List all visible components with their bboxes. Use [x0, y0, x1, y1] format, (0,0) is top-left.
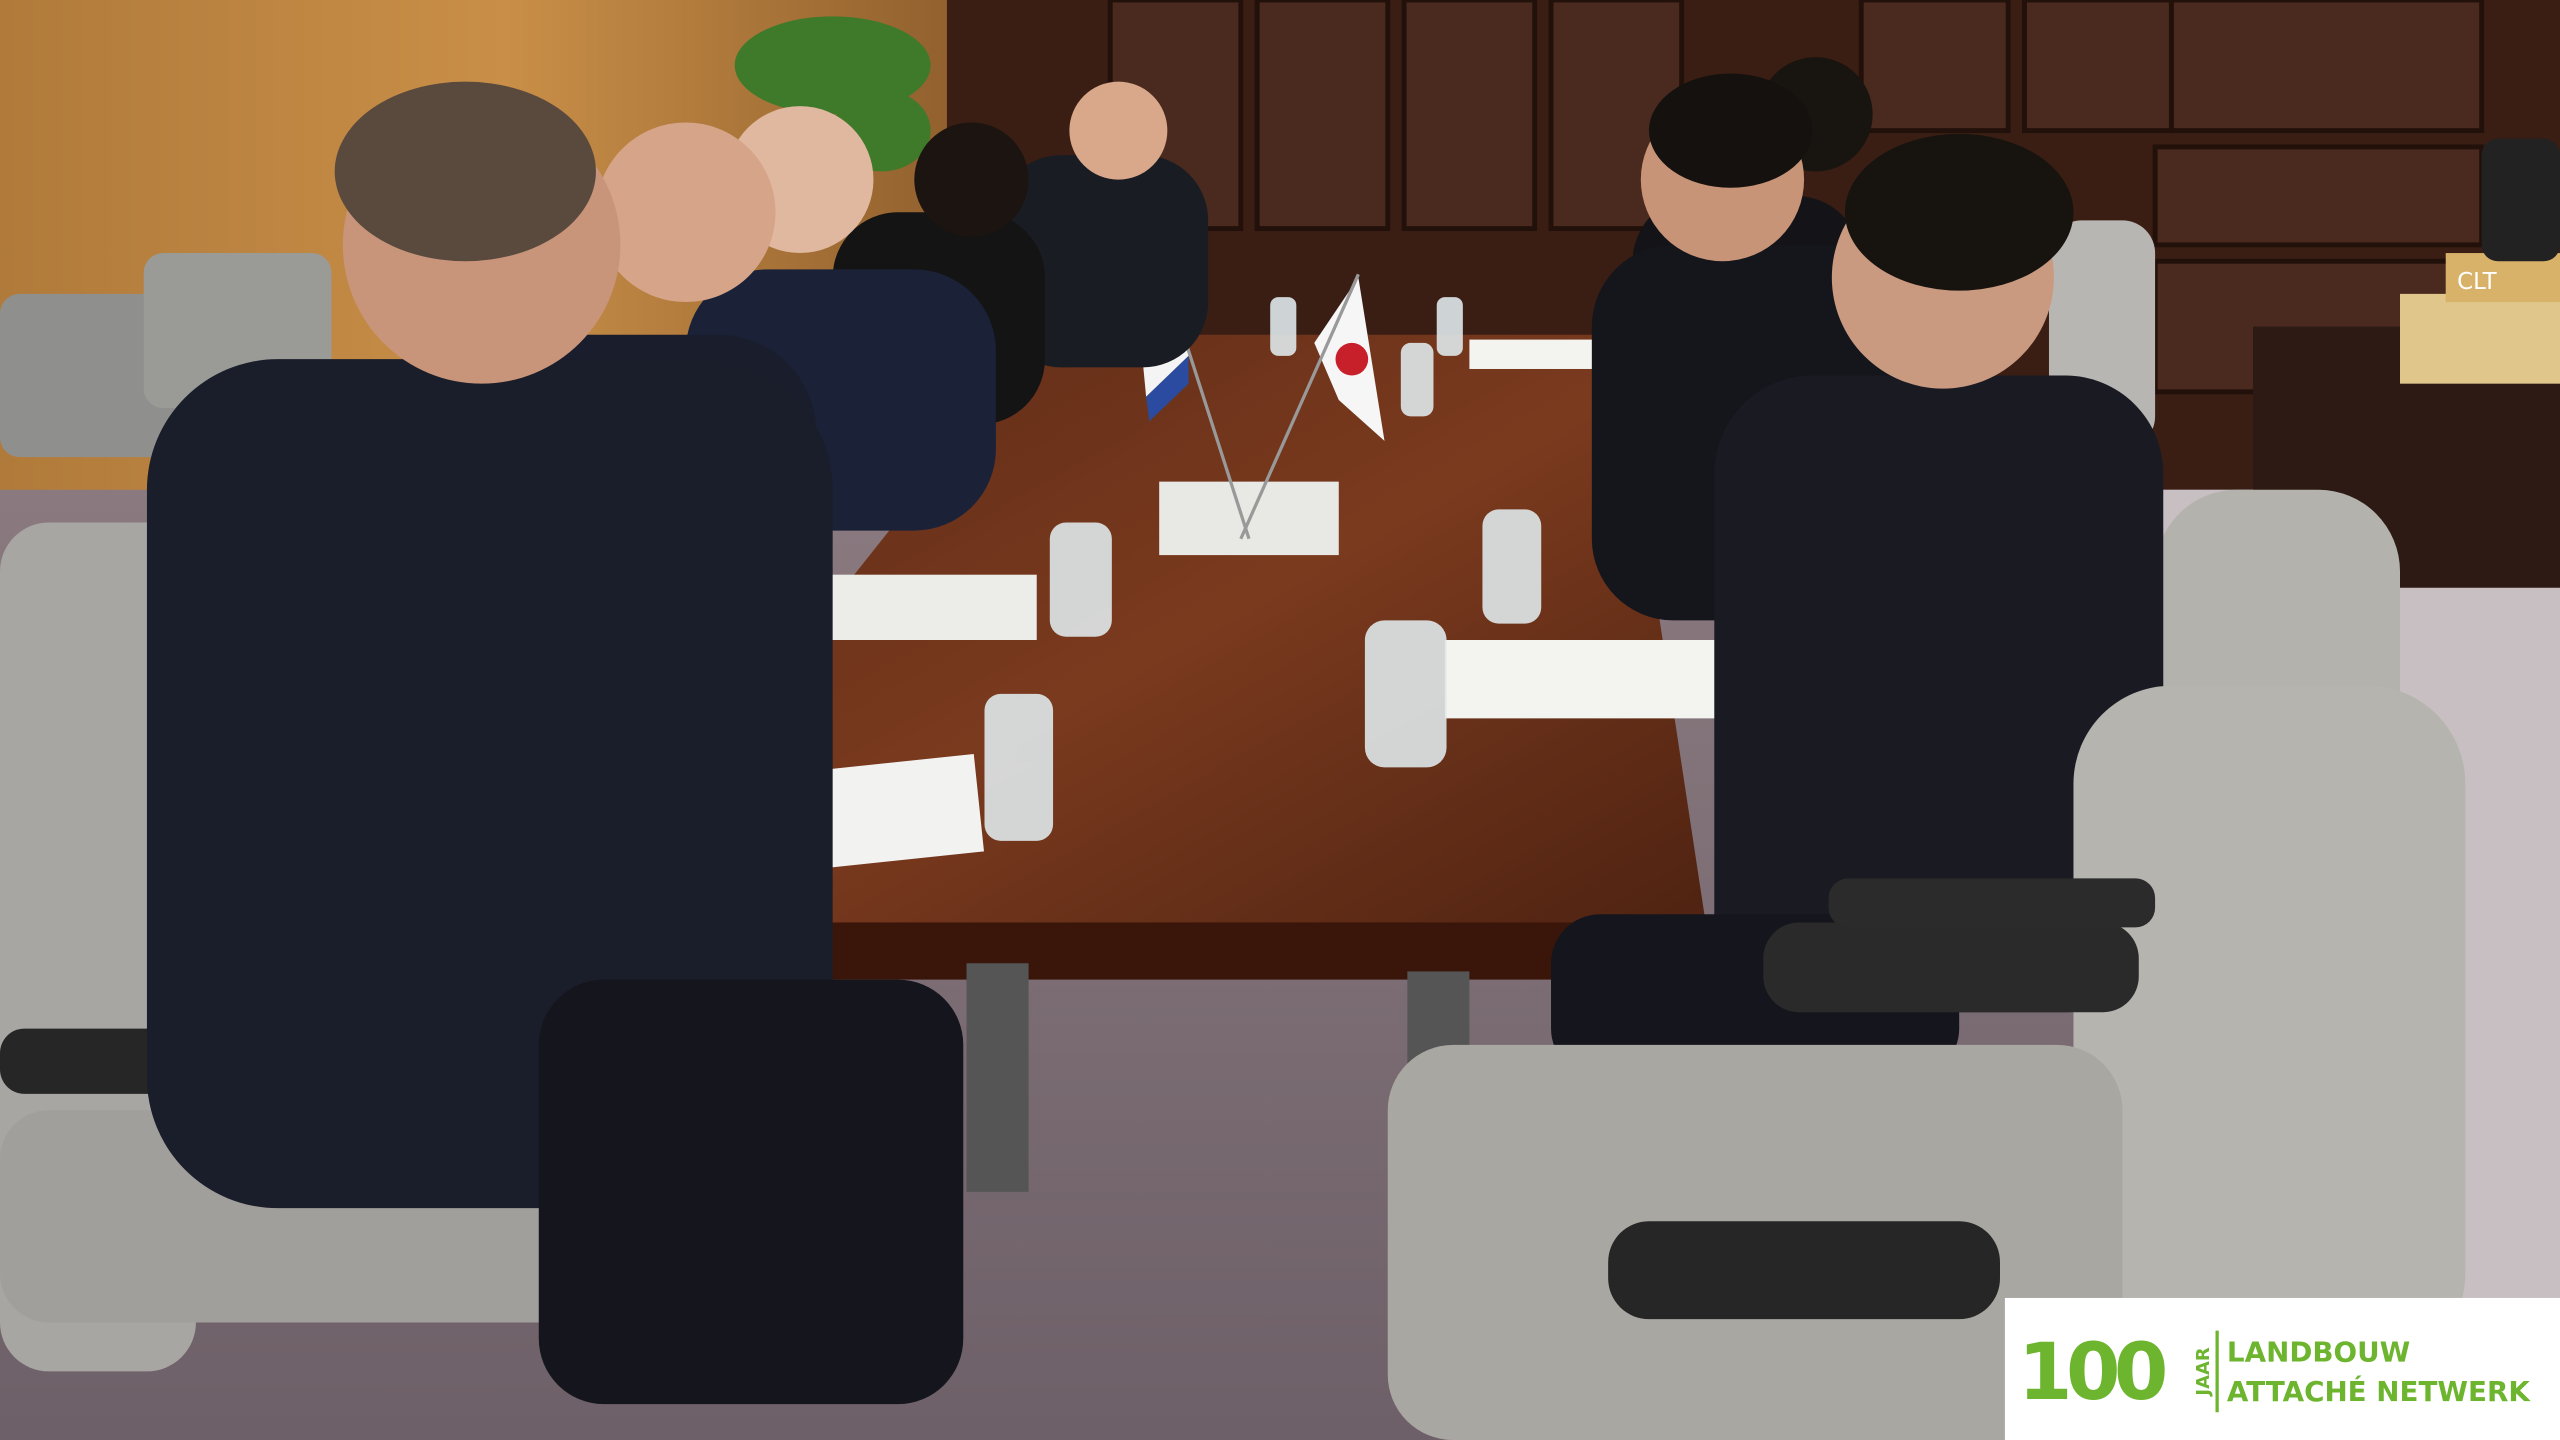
person-body: [1714, 375, 2164, 1013]
box-sign: CLT: [2457, 269, 2498, 295]
logo-line2: ATTACHÉ NETWERK: [2227, 1374, 2531, 1408]
cabinet-door: [2022, 0, 2174, 134]
chair-arm: [1763, 922, 2139, 1013]
person-hair: [1844, 133, 2074, 291]
flag-sun: [1335, 342, 1369, 376]
bottle: [1049, 522, 1112, 637]
person-legs: [538, 979, 964, 1405]
people-right: [1551, 57, 2164, 1078]
person-front-left: [146, 81, 964, 1405]
bottle: [1270, 297, 1297, 356]
chair-arm: [1608, 1221, 2000, 1320]
bottles: [984, 297, 1542, 841]
chair-back: [2481, 138, 2560, 262]
bottle: [1482, 509, 1542, 624]
logo-box: [2004, 1297, 2560, 1440]
bottle: [1436, 297, 1463, 356]
bottle: [1400, 342, 1434, 417]
bottle: [984, 693, 1054, 841]
person-head: [914, 122, 1029, 237]
cabinet-door: [1858, 0, 2011, 134]
chair-arm: [1828, 878, 2156, 928]
flag-jp: [1314, 277, 1385, 441]
logo-line1: LANDBOUW: [2227, 1336, 2410, 1369]
cabinet-door: [1401, 0, 1538, 232]
plant: [734, 16, 931, 172]
logo-jaar: JAAR: [2193, 1347, 2214, 1396]
bottle: [1364, 620, 1447, 768]
person-hair: [1648, 73, 1813, 188]
leaf: [734, 16, 931, 115]
chair: [2073, 685, 2466, 1372]
cabinet-door: [2152, 144, 2485, 248]
cabinet-door: [2168, 0, 2485, 134]
box: [2400, 293, 2560, 384]
person-body: [995, 155, 1209, 368]
paper: [1444, 640, 1723, 719]
chair: [0, 293, 180, 458]
flag-pole: [1239, 273, 1360, 540]
person-head: [1069, 81, 1168, 180]
person-head: [595, 122, 776, 303]
flag-blue: [1146, 355, 1189, 422]
table-leg: [966, 963, 1029, 1192]
person-hair: [334, 81, 596, 262]
cabinet-door: [1254, 0, 1391, 232]
logo-number: 100: [2018, 1327, 2165, 1418]
